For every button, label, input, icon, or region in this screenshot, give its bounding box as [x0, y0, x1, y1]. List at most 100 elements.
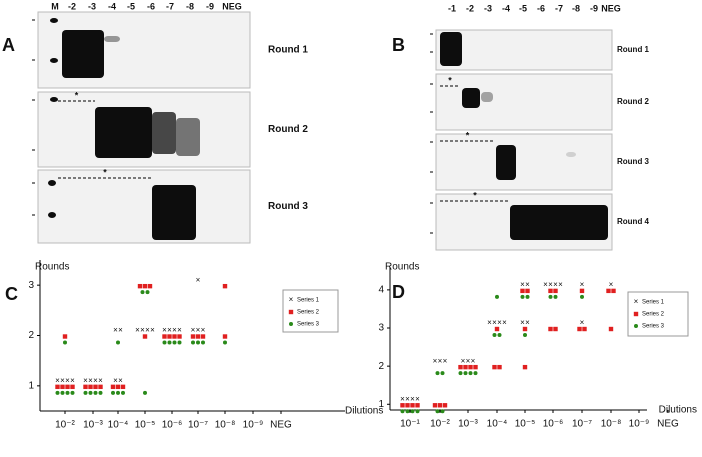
cross-marker: ×	[83, 376, 88, 385]
square-marker	[520, 288, 525, 294]
band	[496, 145, 516, 180]
x-tick-label: 10⁻²	[55, 420, 75, 431]
square-marker	[494, 326, 500, 332]
x-tick-label: NEG	[270, 420, 292, 431]
lane-label: -8	[572, 3, 580, 13]
cross-marker: ×	[70, 376, 75, 385]
x-tick-label: 10⁻⁷	[572, 419, 592, 430]
y-tick-label: 1	[378, 399, 384, 410]
cross-marker: ×	[135, 326, 140, 335]
square-marker	[525, 288, 530, 294]
square-marker	[458, 364, 463, 370]
panel-label: A	[2, 35, 15, 55]
lane-label: -2	[466, 3, 474, 13]
dot-marker	[580, 294, 584, 299]
legend-label: Series 2	[297, 310, 320, 316]
round-label: Round 3	[268, 201, 308, 212]
band	[566, 152, 576, 157]
round-label: Round 1	[617, 45, 650, 54]
square-marker	[177, 334, 182, 339]
lane-label: -7	[555, 3, 563, 13]
dot-marker	[553, 294, 558, 299]
dot-marker	[523, 333, 527, 338]
lane-label: -2	[68, 1, 76, 11]
dot-marker	[60, 390, 65, 395]
square-marker	[553, 288, 558, 294]
y-tick-label: 2	[378, 361, 384, 372]
dot-marker	[116, 340, 120, 345]
x-tick-label: 10⁻⁷	[188, 420, 208, 431]
square-marker	[611, 288, 616, 294]
x-axis-label: Dilutions	[345, 406, 383, 417]
band	[50, 18, 58, 23]
asterisk: *	[75, 90, 79, 100]
lane-label: -3	[484, 3, 492, 13]
blot	[435, 73, 613, 131]
cross-marker: ×	[201, 326, 206, 335]
band	[50, 97, 58, 102]
y-tick-label: 1	[28, 380, 34, 391]
square-marker	[548, 326, 553, 332]
legend-label: Series 3	[642, 324, 665, 330]
square-marker	[548, 288, 553, 294]
round-label: Round 2	[268, 124, 308, 135]
dot-marker	[65, 390, 70, 395]
cross-marker: ×	[113, 326, 118, 335]
band	[152, 112, 176, 154]
cross-marker: ×	[443, 356, 448, 365]
cross-marker: ×	[177, 326, 182, 335]
legend-box	[282, 289, 339, 333]
dot-marker	[525, 294, 530, 299]
y-tick-label: 4	[378, 285, 384, 296]
dot-marker	[440, 371, 445, 376]
cross-marker: ×	[60, 376, 65, 385]
legend-label: Series 1	[642, 300, 665, 306]
x-tick-label: 10⁻⁵	[135, 420, 156, 431]
cross-marker: ×	[438, 356, 443, 365]
square-marker	[608, 326, 614, 332]
square-marker	[137, 283, 143, 289]
cross-marker: ×	[400, 394, 405, 403]
x-tick-label: NEG	[657, 419, 679, 430]
lane-label: -1	[448, 3, 456, 13]
blot	[37, 169, 251, 244]
lane-label: -3	[88, 1, 96, 11]
square-marker	[88, 384, 93, 390]
cross-marker: ×	[93, 376, 98, 385]
panel-label: D	[392, 282, 405, 302]
square-marker	[288, 309, 294, 315]
dot-marker	[435, 371, 440, 376]
square-marker	[172, 334, 177, 339]
y-axis-label: Rounds	[35, 262, 69, 273]
cross-marker: ×	[65, 376, 70, 385]
cross-marker: ×	[145, 326, 150, 335]
square-marker	[410, 403, 415, 408]
dot-marker	[440, 409, 445, 414]
cross-marker: ×	[543, 280, 548, 289]
dot-marker	[495, 294, 499, 299]
blot	[435, 133, 613, 191]
x-tick-label: 10⁻¹	[400, 419, 420, 430]
x-tick-label: 10⁻⁹	[243, 420, 264, 431]
dot-marker	[98, 390, 103, 395]
square-marker	[522, 364, 528, 370]
dot-marker	[415, 409, 420, 414]
dot-marker	[289, 322, 293, 326]
y-axis-label: Rounds	[385, 262, 419, 273]
legend-label: Series 2	[642, 312, 665, 318]
dot-marker	[143, 390, 147, 395]
square-marker	[120, 384, 126, 390]
x-tick-label: 10⁻⁶	[162, 420, 183, 431]
dot-marker	[405, 409, 410, 414]
square-marker	[65, 384, 70, 390]
lane-label: -6	[147, 1, 155, 11]
cross-marker: ×	[415, 394, 420, 403]
x-tick-label: 10⁻⁹	[629, 419, 650, 430]
dot-marker	[468, 371, 473, 376]
square-marker	[473, 364, 478, 370]
cross-marker: ×	[609, 280, 614, 289]
square-marker	[222, 283, 228, 289]
band	[462, 88, 480, 108]
square-marker	[633, 311, 639, 317]
square-marker	[463, 364, 468, 370]
